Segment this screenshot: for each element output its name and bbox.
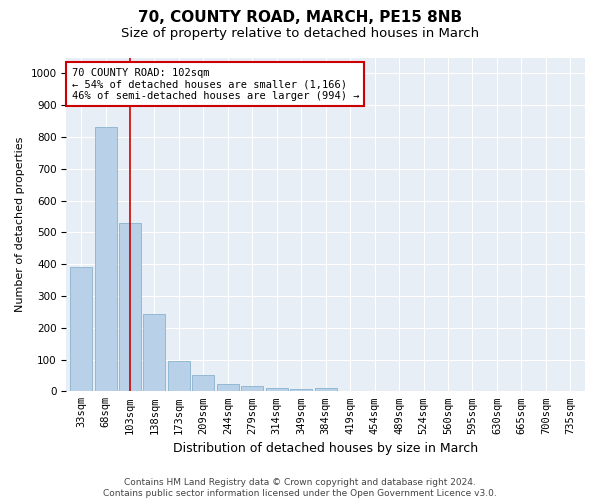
Bar bbox=[168, 361, 190, 392]
Text: 70, COUNTY ROAD, MARCH, PE15 8NB: 70, COUNTY ROAD, MARCH, PE15 8NB bbox=[138, 10, 462, 25]
Bar bbox=[95, 128, 116, 392]
Text: 70 COUNTY ROAD: 102sqm
← 54% of detached houses are smaller (1,166)
46% of semi-: 70 COUNTY ROAD: 102sqm ← 54% of detached… bbox=[71, 68, 359, 100]
Bar bbox=[143, 314, 166, 392]
Bar bbox=[193, 375, 214, 392]
Text: Size of property relative to detached houses in March: Size of property relative to detached ho… bbox=[121, 28, 479, 40]
Bar bbox=[290, 389, 312, 392]
Bar bbox=[314, 388, 337, 392]
Bar bbox=[119, 223, 141, 392]
X-axis label: Distribution of detached houses by size in March: Distribution of detached houses by size … bbox=[173, 442, 478, 455]
Text: Contains HM Land Registry data © Crown copyright and database right 2024.
Contai: Contains HM Land Registry data © Crown c… bbox=[103, 478, 497, 498]
Bar bbox=[217, 384, 239, 392]
Bar bbox=[241, 386, 263, 392]
Bar bbox=[266, 388, 288, 392]
Y-axis label: Number of detached properties: Number of detached properties bbox=[15, 136, 25, 312]
Bar bbox=[70, 268, 92, 392]
